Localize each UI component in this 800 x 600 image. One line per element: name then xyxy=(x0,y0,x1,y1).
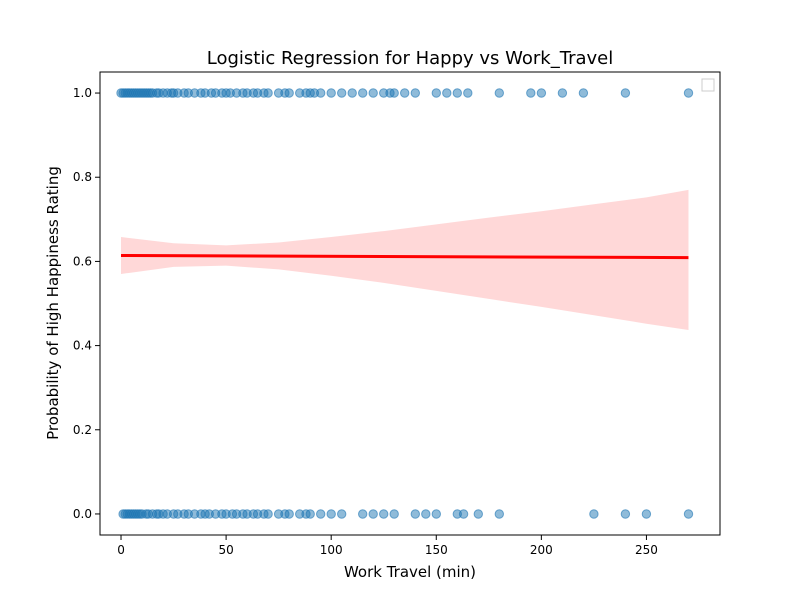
scatter-point xyxy=(379,509,389,519)
scatter-point xyxy=(431,88,441,98)
scatter-point xyxy=(316,509,326,519)
y-tick-label: 0.6 xyxy=(73,254,92,268)
scatter-point xyxy=(421,509,431,519)
scatter-point xyxy=(620,88,631,98)
x-tick-label: 50 xyxy=(218,543,233,557)
scatter-point xyxy=(326,509,336,519)
x-axis-label: Work Travel (min) xyxy=(344,563,476,581)
scatter-point xyxy=(431,509,441,519)
x-tick-label: 250 xyxy=(635,543,658,557)
scatter-point xyxy=(368,509,378,519)
scatter-point xyxy=(263,88,273,98)
scatter-point xyxy=(536,88,547,98)
scatter-point xyxy=(589,509,599,519)
scatter-point xyxy=(326,88,336,98)
scatter-point xyxy=(368,88,378,98)
y-tick-label: 1.0 xyxy=(73,86,92,100)
scatter-point xyxy=(683,509,694,519)
scatter-point xyxy=(683,88,694,98)
scatter-point xyxy=(410,509,420,519)
fit-line-layer xyxy=(121,254,689,260)
scatter-point xyxy=(284,88,294,98)
scatter-point xyxy=(452,88,462,98)
scatter-point xyxy=(458,509,469,519)
scatter-point xyxy=(641,509,652,519)
scatter-point xyxy=(442,88,452,98)
scatter-point xyxy=(389,88,399,98)
x-axis-ticks: 0 50 100 150 200 250 xyxy=(117,535,658,557)
regression-line xyxy=(121,254,689,260)
y-tick-label: 0.4 xyxy=(73,339,92,353)
scatter-point xyxy=(494,88,504,98)
scatter-point xyxy=(557,88,568,98)
y-axis-label: Probability of High Happiness Rating xyxy=(44,166,62,440)
x-tick-label: 100 xyxy=(320,543,343,557)
scatter-point xyxy=(316,88,326,98)
y-tick-label: 0.8 xyxy=(73,170,92,184)
scatter-point xyxy=(410,88,420,98)
scatter-point xyxy=(389,509,399,519)
scatter-point xyxy=(473,509,483,519)
scatter-point xyxy=(305,509,315,519)
scatter-point xyxy=(337,88,347,98)
plot-frame xyxy=(99,71,721,536)
scatter-points-layer xyxy=(116,88,694,519)
y-axis-ticks: 0.0 0.2 0.4 0.6 0.8 1.0 xyxy=(73,86,100,521)
y-tick-label: 0.2 xyxy=(73,423,92,437)
scatter-point xyxy=(400,88,410,98)
x-tick-label: 200 xyxy=(530,543,553,557)
scatter-point xyxy=(347,88,357,98)
scatter-point xyxy=(494,509,504,519)
scatter-point xyxy=(358,509,368,519)
scatter-point xyxy=(337,509,347,519)
legend-box xyxy=(701,78,715,92)
y-tick-label: 0.0 xyxy=(73,507,92,521)
scatter-point xyxy=(620,509,631,519)
scatter-point xyxy=(263,509,273,519)
scatter-point xyxy=(526,88,536,98)
scatter-point xyxy=(578,88,589,98)
confidence-band-layer xyxy=(121,189,689,330)
scatter-point xyxy=(284,509,294,519)
scatter-point xyxy=(358,88,368,98)
scatter-point xyxy=(463,88,473,98)
chart-title: Logistic Regression for Happy vs Work_Tr… xyxy=(207,48,614,69)
x-tick-label: 150 xyxy=(425,543,448,557)
confidence-band xyxy=(121,189,689,330)
x-tick-label: 0 xyxy=(117,543,125,557)
